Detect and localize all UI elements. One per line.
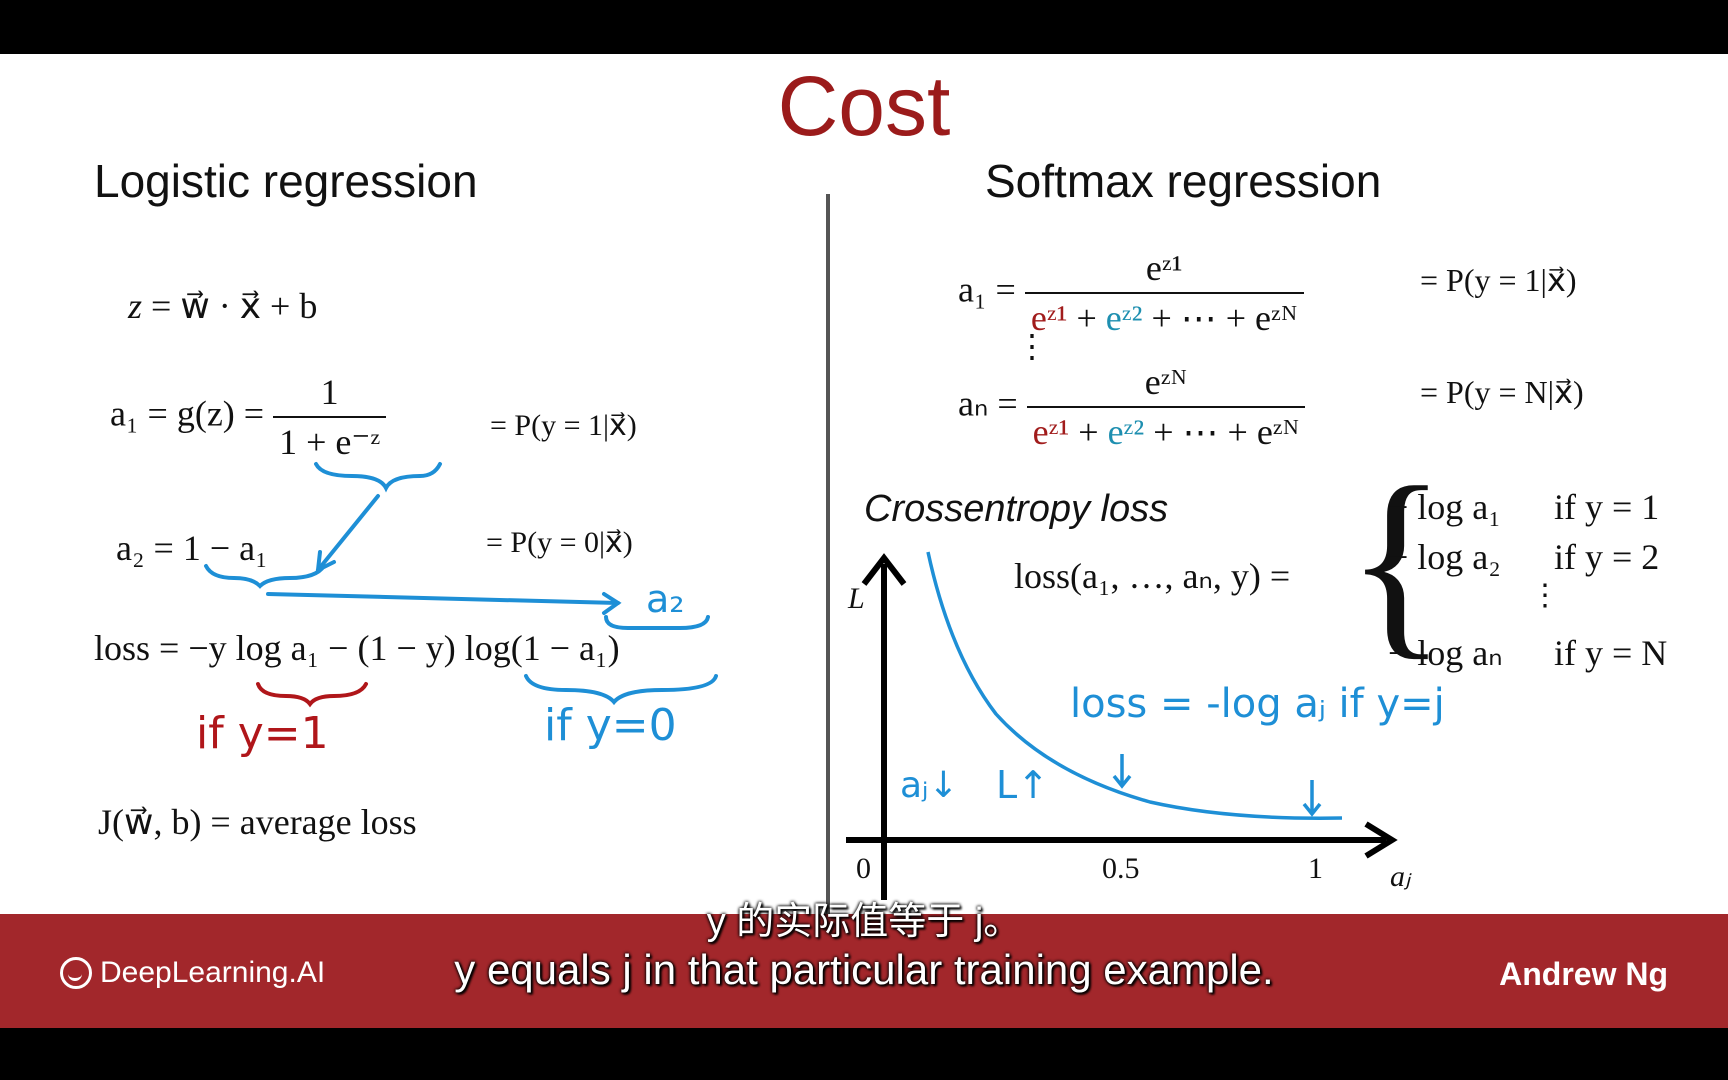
subtitle-chinese: y 的实际值等于 j。 <box>706 901 1022 943</box>
slide-title: Cost <box>777 59 951 153</box>
down-arrow-half <box>1112 754 1132 789</box>
logistic-a2-prob: = P(y = 0|x⃗) <box>486 526 633 559</box>
lecture-slide: Cost Logistic regression Softmax regress… <box>0 54 1728 914</box>
brand-name: DeepLearning.AI <box>100 956 326 989</box>
cases-brace: { <box>1346 445 1447 677</box>
a2-underline <box>604 615 710 630</box>
denominator-term-1: eᶻ¹ <box>1030 298 1068 338</box>
video-letterbox-bottom <box>0 1028 1728 1080</box>
z-rhs: = w⃗ · x⃗ + b <box>151 286 318 326</box>
left-heading: Logistic regression <box>94 155 478 207</box>
case-row: − log a₂ <box>1388 536 1501 578</box>
softmax-aN-fraction: eᶻᴺ eᶻ¹ + eᶻ² + ⋯ + eᶻᴺ <box>1026 364 1306 450</box>
softmax-vdots: ⋮ <box>1016 328 1048 364</box>
case-expression: ⋮ <box>1530 579 1560 612</box>
sigmoid-fraction: 1 1 + e⁻ᶻ <box>273 374 387 462</box>
column-divider <box>826 194 830 914</box>
softmax-a1-prob: = P(y = 1|x⃗) <box>1420 262 1577 298</box>
logistic-loss-equation: loss = −y log a₁ − (1 − y) log(1 − a₁) <box>94 628 620 668</box>
z-equation: z = w⃗ · x⃗ + b <box>128 288 317 324</box>
handwritten-if-y0: if y=0 <box>544 700 677 751</box>
softmax-aN-numerator: eᶻᴺ <box>1026 364 1306 408</box>
annotations-layer <box>204 462 1398 900</box>
video-letterbox-top <box>0 0 1728 54</box>
arrow-to-a1 <box>316 494 380 572</box>
case-row: ⋮ <box>1530 578 1560 613</box>
denominator-term-2: eᶻ² <box>1107 412 1145 452</box>
right-heading: Softmax regression <box>985 155 1382 207</box>
footer-band: DeepLearning.AI Andrew Ng <box>0 914 1728 1028</box>
crossentropy-lhs: loss(a₁, …, aₙ, y) = <box>1014 556 1291 596</box>
softmax-aN-lhs: aₙ = <box>958 383 1018 424</box>
logistic-annotations <box>204 462 718 706</box>
softmax-a1-lhs: a₁ = <box>958 269 1016 310</box>
softmax-a1-numerator: eᶻ¹ <box>1024 250 1304 294</box>
denominator-rest: + ⋯ + eᶻᴺ <box>1142 298 1298 338</box>
crossentropy-cases: − log a₁ if y = 1 − log a₂ if y = 2 ⋮ − … <box>1388 486 1708 726</box>
handwritten-L-up: L↑ <box>996 763 1050 807</box>
smile-logo-icon <box>60 957 92 989</box>
denominator-rest: + ⋯ + eᶻᴺ <box>1144 412 1300 452</box>
case-condition: if y = 2 <box>1554 537 1660 577</box>
softmax-aN-prob: = P(y = N|x⃗) <box>1420 374 1584 410</box>
arrow-to-a2 <box>266 592 620 605</box>
subtitle-english: y equals j in that particular training e… <box>454 946 1274 993</box>
denominator-term-2: eᶻ² <box>1105 298 1143 338</box>
softmax-aN-equation: aₙ = eᶻᴺ eᶻ¹ + eᶻ² + ⋯ + eᶻᴺ <box>958 364 1306 450</box>
x-tick-1: 1 <box>1308 852 1323 885</box>
arrow-head <box>602 592 622 615</box>
case-expression: − log a₂ <box>1388 537 1501 577</box>
logistic-a1-equation: a₁ = g(z) = 1 1 + e⁻ᶻ <box>110 374 387 462</box>
underbrace-log-one-minus <box>524 674 718 706</box>
softmax-aN-denominator: eᶻ¹ + eᶻ² + ⋯ + eᶻᴺ <box>1027 408 1306 450</box>
softmax-a1-equation: a₁ = eᶻ¹ eᶻ¹ + eᶻ² + ⋯ + eᶻᴺ <box>958 250 1304 336</box>
denominator-plus: + <box>1067 298 1106 338</box>
softmax-a1-denominator: eᶻ¹ + eᶻ² + ⋯ + eᶻᴺ <box>1025 294 1304 336</box>
x-tick-0.5: 0.5 <box>1102 852 1140 885</box>
case-row: − log a₁ <box>1388 486 1501 528</box>
z-lhs: z <box>128 286 143 326</box>
graph-y-label: L <box>848 582 865 615</box>
graph-x-label: aⱼ <box>1390 860 1411 893</box>
y-axis-arrow <box>861 553 907 586</box>
presenter-name: Andrew Ng <box>1499 956 1668 992</box>
case-expression: − log a₁ <box>1388 487 1501 527</box>
underbrace-a1 <box>204 564 326 589</box>
case-expression: − log aₙ <box>1388 633 1503 673</box>
underbrace-denominator <box>314 462 442 493</box>
denominator-term-1: eᶻ¹ <box>1032 412 1070 452</box>
handwritten-a2: a₂ <box>646 577 685 621</box>
logistic-a1-lhs: a₁ = g(z) = <box>110 393 265 434</box>
logistic-red-annotations <box>256 682 368 708</box>
crossentropy-label: Crossentropy loss <box>864 488 1169 530</box>
cost-equation: J(w⃗, b) = average loss <box>98 802 417 842</box>
sigmoid-denominator: 1 + e⁻ᶻ <box>279 422 381 462</box>
down-arrow-one <box>1302 780 1322 817</box>
denominator-plus: + <box>1069 412 1108 452</box>
logistic-a2-equation: a₂ = 1 − a₁ <box>116 528 268 568</box>
sigmoid-numerator: 1 <box>273 374 387 418</box>
x-axis-arrow <box>1364 821 1398 859</box>
case-condition: if y = N <box>1554 633 1668 673</box>
x-tick-0: 0 <box>856 852 871 885</box>
handwritten-aj-down: aⱼ↓ <box>900 765 959 806</box>
graph <box>846 551 1398 900</box>
handwritten-if-y1: if y=1 <box>196 708 329 759</box>
handwritten-loss-note: loss = -log aⱼ if y=j <box>1070 681 1445 727</box>
case-condition: if y = 1 <box>1554 487 1660 527</box>
softmax-a1-fraction: eᶻ¹ eᶻ¹ + eᶻ² + ⋯ + eᶻᴺ <box>1024 250 1304 336</box>
case-row: − log aₙ <box>1388 632 1503 674</box>
loss-curve <box>926 551 1343 820</box>
underbrace-log-a1 <box>256 682 368 708</box>
logistic-a1-prob: = P(y = 1|x⃗) <box>490 409 637 442</box>
deeplearning-ai-logo: DeepLearning.AI <box>60 956 325 990</box>
